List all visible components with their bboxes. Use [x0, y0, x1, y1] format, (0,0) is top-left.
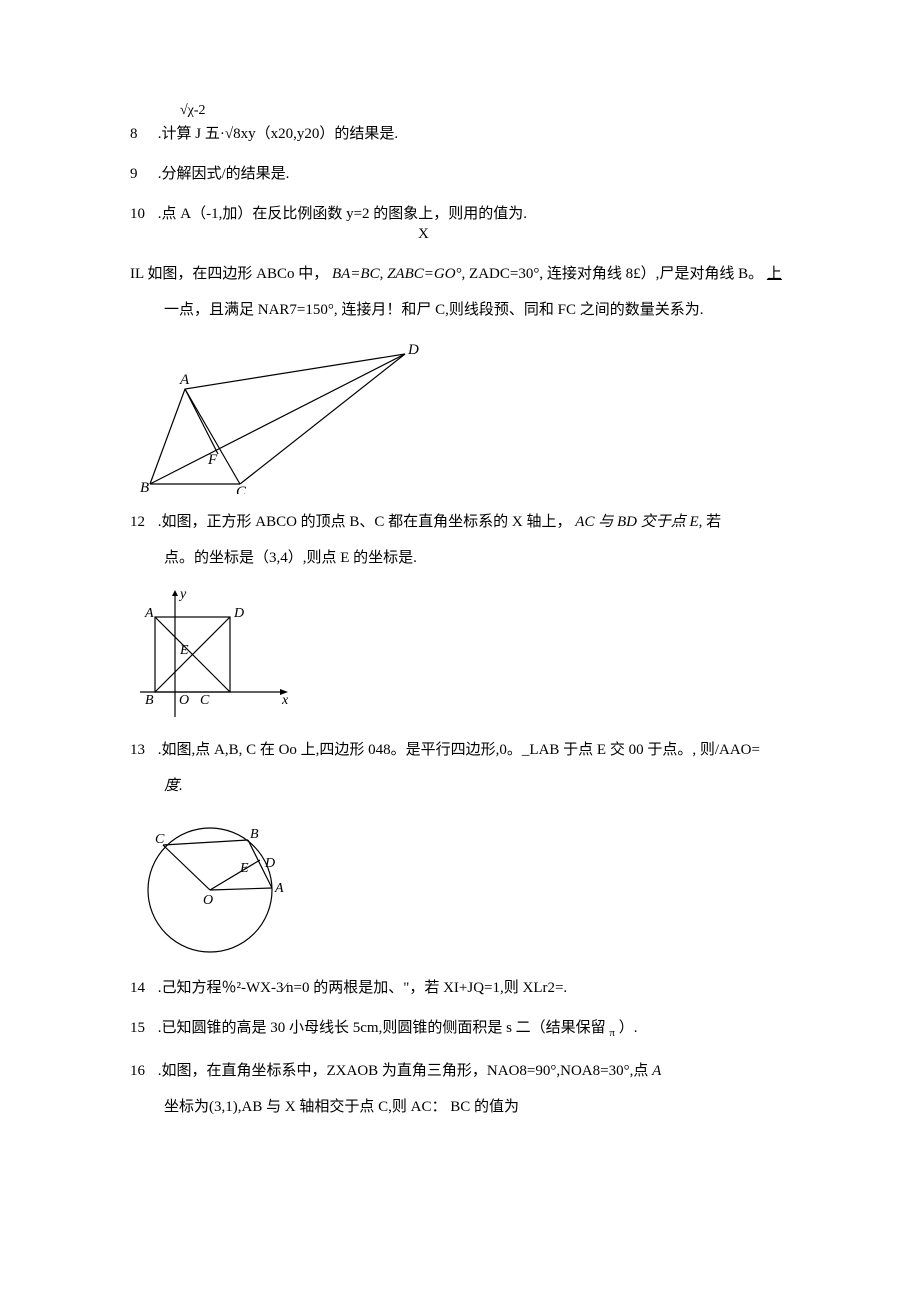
q11-line1b: ZADC=30°, 连接对角线 8£）,尸是对角线 B。 [469, 266, 763, 282]
q12-label-x: x [281, 693, 289, 708]
q16-num: 16 [130, 1059, 154, 1083]
q16-line1ital: A [652, 1063, 661, 1079]
question-15: 15 .已知圆锥的高是 30 小母线长 5cm,则圆锥的侧面积是 s 二（结果保… [130, 1016, 790, 1043]
q11-label-F: F [207, 452, 218, 468]
q13-label-C: C [155, 832, 165, 847]
q13-line2: 度. [164, 774, 790, 798]
q16-line2: 坐标为(3,1),AB 与 X 轴相交于点 C,则 AC： BC 的值为 [164, 1095, 790, 1119]
q13-label-O: O [203, 893, 213, 908]
q13-label-B: B [250, 827, 259, 842]
q12-label-D: D [233, 606, 244, 621]
q13-label-A: A [274, 881, 284, 896]
question-10: 10 .点 A（-1,加）在反比例函数 y=2 的图象上，则用的值为. X [130, 202, 790, 246]
question-12: 12 .如图，正方形 ABCO 的顶点 B、C 都在直角坐标系的 X 轴上， A… [130, 510, 790, 722]
topline: √χ-2 [180, 100, 790, 122]
q11-line2: 一点，且满足 NAR7=150°, 连接月！和尸 C,则线段预、同和 FC 之间… [164, 298, 790, 322]
q12-label-E: E [179, 643, 189, 658]
question-14: 14 .己知方程％²-WX-3⁄n=0 的两根是加、"，若 XI+JQ=1,则 … [130, 976, 790, 1000]
q12-line1ital: AC 与 BD 交于点 E, [575, 514, 702, 530]
question-8: 8 .计算 J 五·√8xy（x20,y20）的结果是. [130, 122, 790, 146]
q14-num: 14 [130, 976, 154, 1000]
q11-line1c: 上 [767, 266, 782, 282]
q12-svg: y x A D B C O E [130, 582, 300, 722]
q11-figure: A B C D F [130, 334, 790, 494]
q13-line1: .如图,点 A,B, C 在 Oo 上,四边形 048。是平行四边形,0。_LA… [158, 742, 760, 758]
q12-line1b: 若 [706, 514, 721, 530]
q15-textc: ）. [619, 1020, 638, 1036]
question-16: 16 .如图，在直角坐标系中，ZXAOB 为直角三角形，NAO8=90°,NOA… [130, 1059, 790, 1119]
q13-svg: C B D E A O [130, 810, 300, 960]
q13-label-E: E [239, 861, 249, 876]
q15-num: 15 [130, 1016, 154, 1040]
q10-num: 10 [130, 202, 154, 226]
q12-line2: 点。的坐标是（3,4）,则点 E 的坐标是. [164, 546, 790, 570]
q14-text: .己知方程％²-WX-3⁄n=0 的两根是加、"，若 XI+JQ=1,则 XLr… [158, 980, 567, 996]
q10-line1: .点 A（-1,加）在反比例函数 y=2 的图象上，则用的值为. [158, 206, 527, 222]
q12-label-y: y [178, 587, 187, 602]
q11-num: IL [130, 266, 144, 282]
q15-texta: .已知圆锥的高是 30 小母线长 5cm,则圆锥的侧面积是 s 二（结果保留 [158, 1020, 610, 1036]
question-11: IL 如图，在四边形 ABCo 中， BA=BC, ZABC=GO°, ZADC… [130, 262, 790, 494]
q8-text: .计算 J 五·√8xy（x20,y20）的结果是. [158, 126, 398, 142]
q13-label-D: D [264, 856, 275, 871]
q9-num: 9 [130, 162, 154, 186]
q11-label-C: C [236, 484, 247, 494]
q10-line2: X [418, 222, 790, 246]
q8-num: 8 [130, 122, 154, 146]
q13-figure: C B D E A O [130, 810, 790, 960]
q12-label-A: A [144, 606, 154, 621]
question-9: 9 .分解因式/的结果是. [130, 162, 790, 186]
q11-label-B: B [140, 480, 149, 494]
q9-text: .分解因式/的结果是. [158, 166, 290, 182]
page-root: √χ-2 8 .计算 J 五·√8xy（x20,y20）的结果是. 9 .分解因… [0, 0, 920, 1175]
q12-label-B: B [145, 693, 154, 708]
q12-line1a: .如图，正方形 ABCO 的顶点 B、C 都在直角坐标系的 X 轴上， [158, 514, 572, 530]
q16-line1a: .如图，在直角坐标系中，ZXAOB 为直角三角形，NAO8=90°,NOA8=3… [158, 1063, 652, 1079]
q11-line1a: 如图，在四边形 ABCo 中， [147, 266, 328, 282]
q12-figure: y x A D B C O E [130, 582, 790, 722]
q12-label-O: O [179, 693, 189, 708]
q11-svg: A B C D F [130, 334, 420, 494]
q11-line1-ital: BA=BC, ZABC=GO°, [332, 266, 465, 282]
q13-num: 13 [130, 738, 154, 762]
q12-num: 12 [130, 510, 154, 534]
question-13: 13 .如图,点 A,B, C 在 Oo 上,四边形 048。是平行四边形,0。… [130, 738, 790, 960]
q15-pi: π [609, 1027, 615, 1039]
q11-label-D: D [407, 342, 419, 358]
q11-label-A: A [179, 372, 190, 388]
q12-label-C: C [200, 693, 210, 708]
